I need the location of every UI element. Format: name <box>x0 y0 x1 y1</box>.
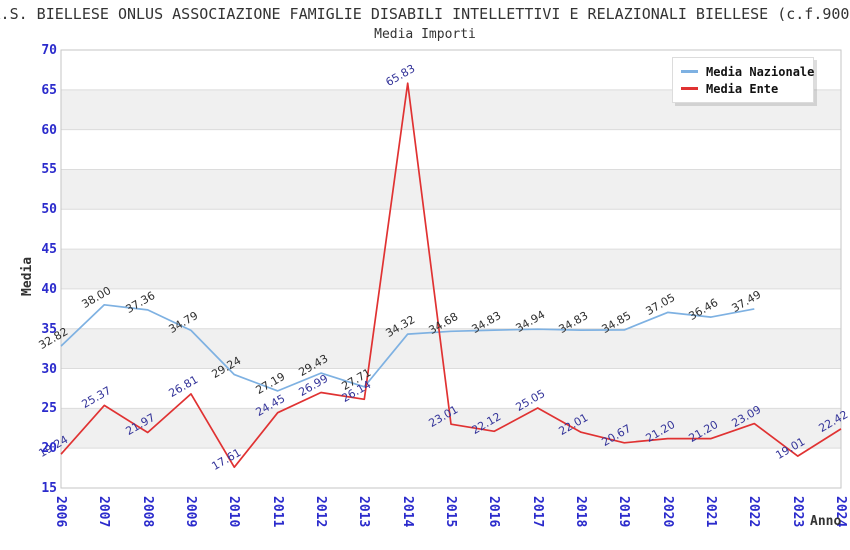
x-tick-label: 2009 <box>183 496 198 528</box>
x-tick-label: 2013 <box>356 496 372 528</box>
legend-line-swatch-nazionale <box>681 70 698 73</box>
x-tick-label: 2016 <box>486 496 502 528</box>
y-tick-label: 50 <box>41 202 57 218</box>
chart-subtitle: Media Importi <box>374 27 476 42</box>
x-tick-label: 2015 <box>443 496 458 528</box>
alt-shaded-band <box>61 328 841 369</box>
y-axis-title: Media <box>20 256 35 296</box>
x-tick-label: 2022 <box>746 496 762 528</box>
legend-label-media-nazionale: Media Nazionale <box>706 64 815 79</box>
x-tick-label: 2006 <box>53 496 68 528</box>
y-tick-label: 40 <box>41 281 57 297</box>
x-tick-label: 2020 <box>659 496 675 528</box>
x-tick-label: 2011 <box>269 496 285 528</box>
x-tick-label: 2008 <box>139 496 155 528</box>
y-tick-label: 55 <box>41 162 57 178</box>
y-tick-label: 15 <box>41 481 57 496</box>
y-tick-label: 65 <box>41 82 57 98</box>
y-tick-label: 60 <box>41 122 57 138</box>
x-tick-label: 2010 <box>226 496 242 528</box>
y-tick-label: 30 <box>41 361 57 377</box>
x-tick-label: 2012 <box>313 496 328 528</box>
x-tick-label: 2023 <box>789 496 805 528</box>
legend: Media Nazionale Media Ente <box>672 57 814 103</box>
x-tick-label: 2018 <box>573 496 588 528</box>
alt-shaded-band <box>61 249 841 289</box>
x-tick-label: 2007 <box>96 496 112 528</box>
y-tick-label: 70 <box>41 43 57 58</box>
legend-label-media-ente: Media Ente <box>706 81 779 96</box>
media-ente-line <box>60 82 842 469</box>
y-tick-label: 35 <box>41 321 57 337</box>
legend-line-swatch-ente <box>681 87 698 90</box>
x-tick-label: 2019 <box>616 496 632 528</box>
alt-shaded-band <box>61 169 841 210</box>
y-tick-label: 25 <box>41 401 57 417</box>
x-axis-title: Anno <box>810 514 842 529</box>
alt-shaded-band <box>61 408 841 449</box>
legend-item-media-ente: Media Ente <box>681 80 813 97</box>
media-nazionale-line <box>60 303 755 392</box>
x-tick-label: 2014 <box>399 496 415 528</box>
y-tick-label: 45 <box>41 242 57 258</box>
x-tick-label: 2021 <box>703 496 718 528</box>
legend-item-media-nazionale: Media Nazionale <box>681 63 815 80</box>
plot-border <box>60 49 842 489</box>
chart-title: A.S. BIELLESE ONLUS ASSOCIAZIONE FAMIGLI… <box>0 5 850 23</box>
x-tick-label: 2017 <box>529 496 545 528</box>
y-tick-label: 20 <box>41 441 57 457</box>
